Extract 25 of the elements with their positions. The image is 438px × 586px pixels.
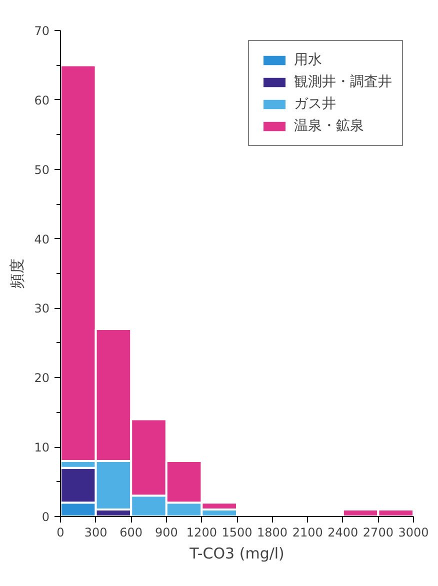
- x-tick-label: 2400: [328, 526, 358, 540]
- y-tick-label: 60: [34, 93, 50, 108]
- x-tick-label: 1800: [257, 526, 288, 540]
- x-tick-label: 0: [56, 526, 64, 540]
- legend-label: 観測井・調査井: [294, 73, 392, 91]
- x-axis-title: T-CO3 (mg/l): [188, 544, 284, 562]
- x-tick-label: 2100: [292, 526, 323, 540]
- x-tick-label: 3000: [398, 526, 429, 540]
- y-tick-label: 70: [34, 24, 50, 38]
- x-tick-label: 900: [154, 526, 178, 540]
- x-tick-label: 300: [84, 526, 108, 540]
- x-tick-label: 2700: [362, 526, 394, 540]
- y-tick-label: 0: [42, 510, 50, 524]
- y-tick-label: 10: [34, 440, 50, 455]
- y-tick-label: 30: [34, 302, 50, 316]
- legend-label: 温泉・鉱泉: [294, 117, 364, 135]
- y-tick-label: 20: [34, 371, 50, 386]
- y-tick-label: 40: [34, 232, 50, 246]
- x-tick-label: 600: [120, 526, 143, 540]
- y-tick-label: 50: [34, 162, 50, 177]
- y-axis-title: 頻度: [8, 258, 26, 288]
- x-tick-label: 1500: [222, 526, 252, 540]
- legend-label: ガス井: [294, 95, 336, 113]
- legend-label: 用水: [294, 51, 322, 69]
- x-tick-label: 1200: [186, 526, 217, 540]
